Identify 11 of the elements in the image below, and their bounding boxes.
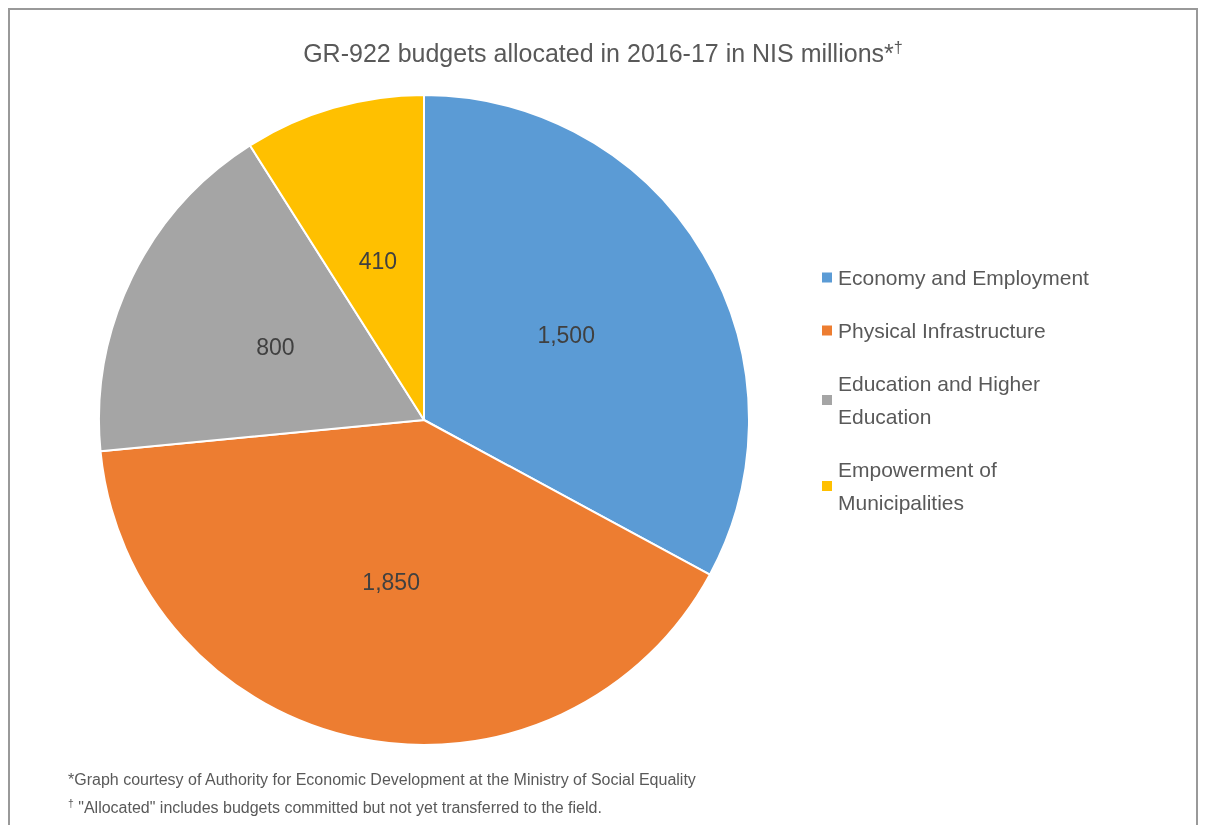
chart-title: GR-922 budgets allocated in 2016-17 in NIS millions*$^{†}$ <box>302 38 904 69</box>
legend-label: Education and Higher Education <box>838 372 1046 428</box>
legend-label: Empowerment of Municipalities <box>838 458 1003 514</box>
data-label: 1,850 <box>362 569 420 596</box>
data-label: 800 <box>256 334 295 361</box>
text: $^{†}$ "Allocated" includes budgets committed but not yet transferred to the field. <box>68 797 603 819</box>
text: *Graph courtesy of Authority for Economic Development at the Ministry of Social Equality <box>68 770 696 790</box>
data-label: 1,500 <box>537 322 595 349</box>
data-label: 410 <box>358 248 398 275</box>
legend-label: Economy and Employment <box>838 266 1090 289</box>
legend-label: Physical Infrastructure <box>838 319 1046 342</box>
